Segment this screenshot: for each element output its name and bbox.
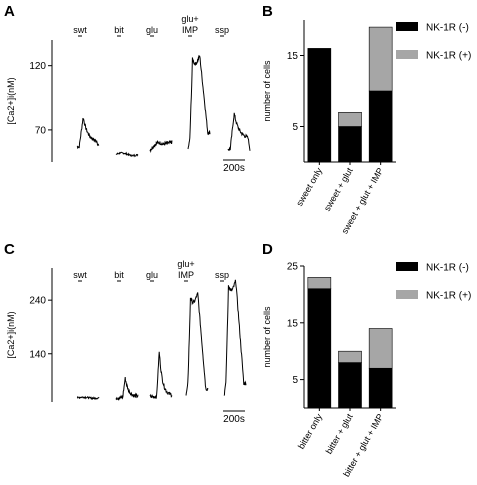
trace-3 [185,292,209,396]
x-tick-label: bitter only [296,412,324,451]
legend-swatch [396,262,418,271]
y-tick-label: 15 [287,318,299,329]
bar-pos-1 [338,112,362,127]
stimulus-label: ssp [215,270,229,280]
y-tick-label: 5 [292,122,298,133]
bar-neg-0 [307,288,332,409]
trace-0 [76,117,100,150]
scale-bar-label: 200s [223,414,245,425]
x-tick-label: sweet + glut [322,166,355,213]
trace-0 [76,395,100,401]
stimulus-label: glu+ [177,259,194,269]
legend-swatch [396,22,418,31]
trace-2 [149,351,173,399]
bar-neg-2 [368,90,393,163]
legend-swatch [396,290,418,299]
panel-letter: D [262,241,273,258]
stimulus-label-line2: IMP [178,270,194,280]
legend-label: NK-1R (-) [426,263,469,274]
panel-letter: A [4,3,15,20]
bar-pos-0 [307,277,332,290]
legend-label: NK-1R (+) [426,291,471,302]
scale-bar-label: 200s [223,163,245,174]
trace-1 [115,376,139,401]
bar-pos-2 [368,26,393,92]
y-tick-label: 240 [29,296,46,307]
stimulus-label: swt [73,270,87,280]
stimulus-label: glu [146,270,158,280]
trace-4 [227,112,251,152]
legend-label: NK-1R (+) [426,51,471,62]
y-tick-label: 25 [287,262,299,273]
stimulus-label-line2: IMP [182,25,198,35]
bar-neg-0 [307,48,332,163]
stimulus-label: glu+ [181,14,198,24]
y-axis-label: [Ca2+]i(nM) [6,77,16,124]
trace-3 [187,54,211,150]
bar-pos-1 [338,350,362,363]
stimulus-label: ssp [215,25,229,35]
bar-neg-2 [368,367,393,409]
bar-pos-2 [368,328,393,369]
y-axis-label: number of cells [262,60,272,122]
stimulus-label: swt [73,25,87,35]
trace-1 [115,151,139,158]
y-tick-label: 140 [29,349,46,360]
y-tick-label: 70 [35,125,47,136]
legend-swatch [396,50,418,59]
y-tick-label: 15 [287,51,299,62]
y-axis-label: [Ca2+]i(nM) [6,311,16,358]
bar-neg-1 [338,362,362,409]
stimulus-label: bit [114,270,124,280]
x-tick-label: sweet only [294,166,324,208]
y-tick-label: 120 [29,61,46,72]
panel-letter: C [4,241,15,258]
trace-2 [149,139,173,154]
trace-4 [223,279,247,396]
stimulus-label: glu [146,25,158,35]
bar-neg-1 [338,126,362,163]
y-axis-label: number of cells [262,306,272,368]
legend-label: NK-1R (-) [426,23,469,34]
panel-letter: B [262,3,273,20]
y-tick-label: 5 [292,375,298,386]
x-tick-label: bitter + glut [324,412,355,456]
stimulus-label: bit [114,25,124,35]
